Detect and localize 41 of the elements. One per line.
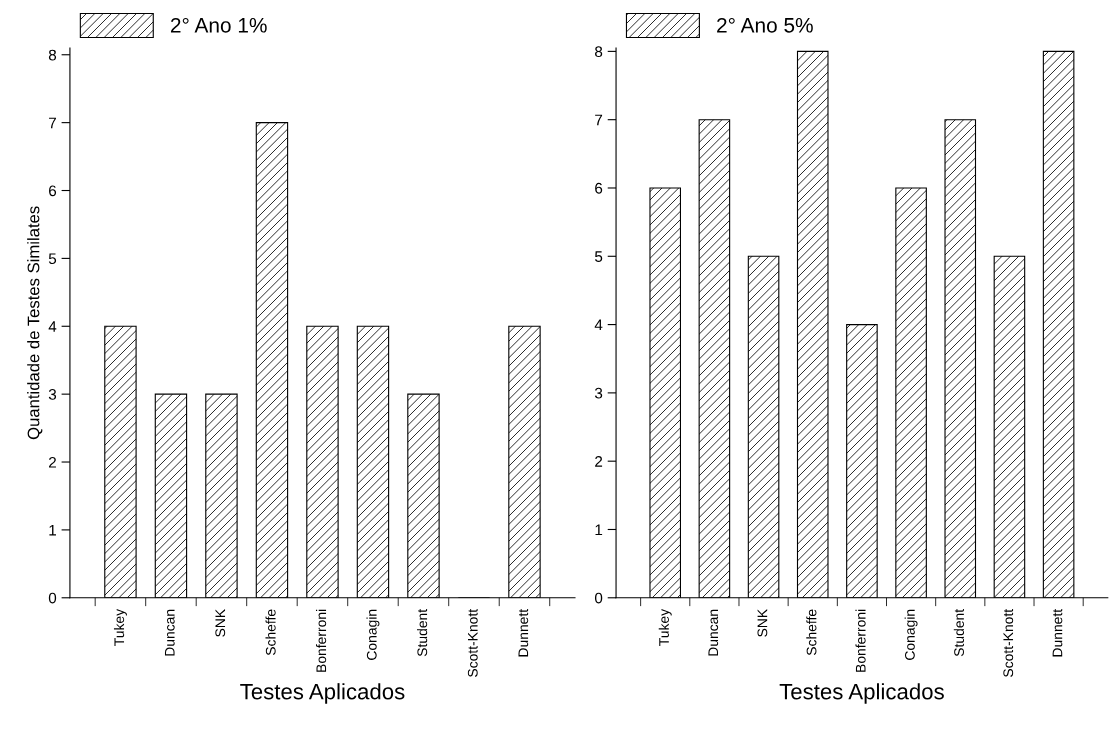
y-tick-label: 8	[595, 46, 603, 58]
y-tick-label: 6	[49, 185, 57, 197]
x-tick-label: Dunnett	[1052, 608, 1063, 657]
x-tick-label: Tukey	[113, 608, 127, 646]
x-tick-label: Conagin	[904, 609, 918, 660]
x-tick-label: Bonferroni	[855, 609, 866, 672]
x-tick-label: Tukey	[658, 608, 672, 646]
x-tick-label: Scheffe	[265, 609, 276, 656]
y-tick-label: 5	[594, 251, 603, 262]
x-tick-label: Duncan	[164, 609, 175, 656]
y-tick-label: 5	[48, 253, 57, 265]
x-tick-label: Duncan	[708, 609, 719, 656]
y-tick-label: 4	[48, 321, 57, 332]
y-tick-label: 8	[48, 49, 57, 61]
x-tick-label: Conagin	[366, 609, 380, 660]
y-tick-label: 3	[594, 387, 603, 399]
y-tick-label: 0	[594, 592, 603, 604]
x-axis-title: Testes Aplicados	[779, 683, 944, 704]
y-tick-label: 7	[49, 117, 56, 129]
x-tick-label: SNK	[757, 609, 768, 637]
y-tick-label: 7	[595, 114, 603, 126]
y-tick-label: 0	[48, 592, 57, 604]
x-tick-label: Scott-Knott	[467, 608, 478, 677]
y-tick-label: 4	[594, 319, 603, 331]
x-axis-title: Testes Aplicados	[240, 683, 405, 704]
legend-label: 2° Ano 5%	[717, 17, 813, 33]
x-tick-label: Student	[416, 608, 428, 657]
y-tick-label: 3	[48, 389, 57, 400]
x-tick-label: Bonferroni	[315, 609, 327, 672]
y-tick-label: 2	[595, 456, 603, 467]
y-tick-label: 1	[595, 524, 603, 536]
y-axis-title: Quantidade de Testes Similates	[27, 206, 43, 440]
x-tick-label: Dunnett	[518, 608, 529, 657]
legend-label: 2° Ano 1%	[170, 17, 267, 33]
y-tick-label: 6	[595, 182, 603, 194]
x-tick-label: Scheffe	[806, 609, 817, 656]
x-tick-label: Scott-Knott	[1003, 608, 1014, 677]
x-tick-label: SNK	[215, 609, 226, 637]
x-tick-label: Student	[953, 608, 964, 657]
y-tick-label: 1	[49, 524, 56, 536]
y-tick-label: 2	[49, 456, 56, 468]
